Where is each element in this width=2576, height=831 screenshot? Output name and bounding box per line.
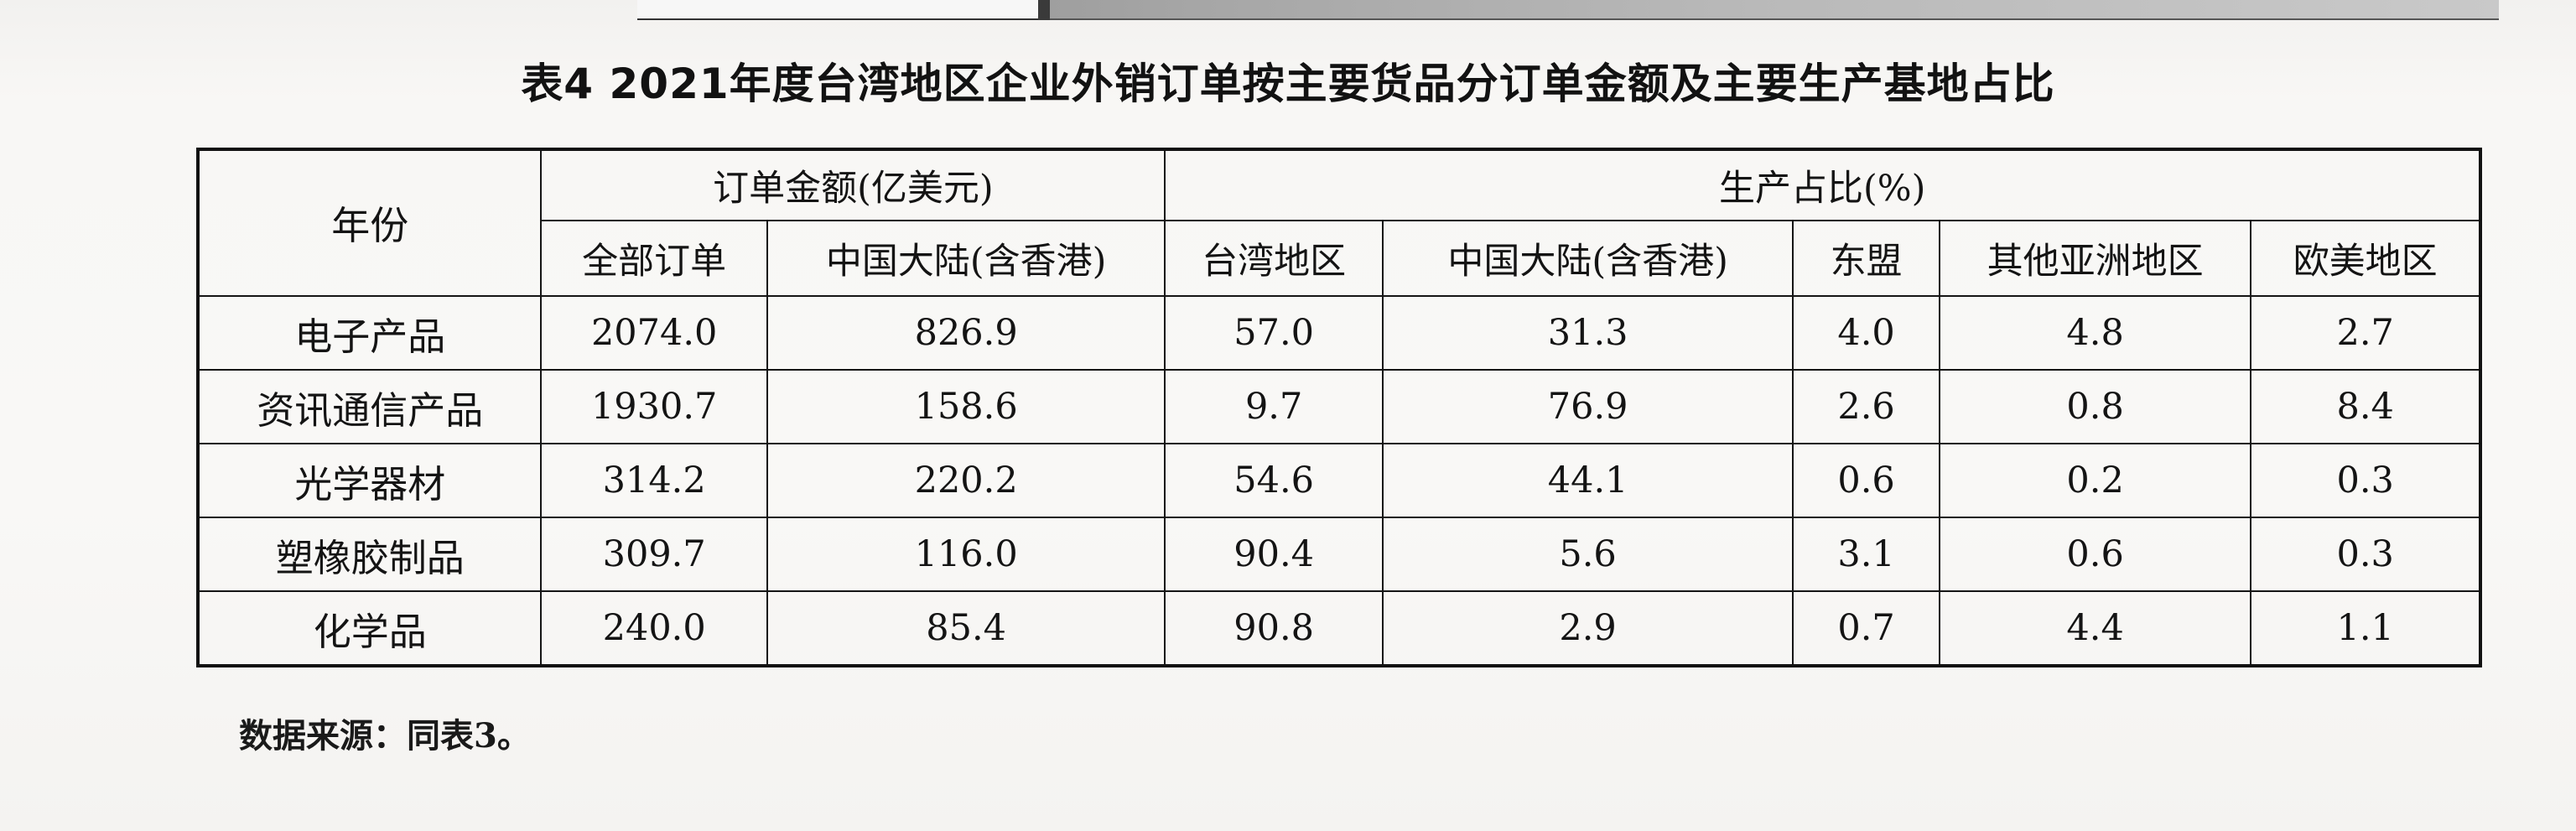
table-cell: 2074.0: [540, 295, 768, 371]
table-cell: 0.7: [1792, 590, 1940, 667]
data-table: 年份 订单金额(亿美元) 生产占比(%) 全部订单 中国大陆(含香港) 台湾地区…: [196, 148, 2482, 667]
top-dark-mark: [1038, 0, 1050, 20]
table-cell: 54.6: [1164, 443, 1384, 518]
table-cell: 1930.7: [540, 369, 768, 444]
table-row: 化学品 240.0 85.4 90.8 2.9 0.7 4.4 1.1: [196, 590, 2481, 667]
column-header: 全部订单: [540, 220, 768, 297]
column-header: 欧美地区: [2250, 220, 2481, 297]
table-cell: 8.4: [2250, 369, 2481, 444]
table-cell: 220.2: [766, 443, 1166, 518]
table-cell: 314.2: [540, 443, 768, 518]
table-cell: 158.6: [766, 369, 1166, 444]
table-cell: 2.9: [1381, 590, 1794, 667]
row-label: 塑橡胶制品: [196, 517, 543, 592]
row-label: 光学器材: [196, 443, 543, 518]
row-label: 资讯通信产品: [196, 369, 543, 444]
table-cell: 0.2: [1938, 443, 2252, 518]
table-caption: 表4 2021年度台湾地区企业外销订单按主要货品分订单金额及主要生产基地占比: [521, 60, 2055, 108]
table-cell: 240.0: [540, 590, 768, 667]
row-label: 化学品: [196, 590, 543, 667]
table-cell: 116.0: [766, 517, 1166, 592]
header-row-2: 全部订单 中国大陆(含香港) 台湾地区 中国大陆(含香港) 东盟 其他亚洲地区 …: [198, 220, 2481, 297]
table-cell: 90.4: [1164, 517, 1384, 592]
table-cell: 826.9: [766, 295, 1166, 371]
row-label: 电子产品: [196, 295, 543, 371]
table-cell: 0.6: [1938, 517, 2252, 592]
column-header: 其他亚洲地区: [1938, 220, 2252, 297]
table-cell: 0.3: [2250, 443, 2481, 518]
table-cell: 0.8: [1938, 369, 2252, 444]
table-row: 光学器材 314.2 220.2 54.6 44.1 0.6 0.2 0.3: [196, 443, 2481, 518]
table-row: 资讯通信产品 1930.7 158.6 9.7 76.9 2.6 0.8 8.4: [196, 369, 2481, 444]
table-cell: 2.6: [1792, 369, 1940, 444]
table-cell: 0.3: [2250, 517, 2481, 592]
header-row-1: 年份 订单金额(亿美元) 生产占比(%): [196, 148, 2481, 297]
table-cell: 1.1: [2250, 590, 2481, 667]
table-cell: 5.6: [1381, 517, 1794, 592]
source-footnote: 数据来源：同表3。: [239, 716, 531, 756]
table-cell: 2.7: [2250, 295, 2481, 371]
column-header: 东盟: [1792, 220, 1940, 297]
table-cell: 57.0: [1164, 295, 1384, 371]
column-header: 台湾地区: [1164, 220, 1384, 297]
production-share-header: 生产占比(%): [1164, 148, 2481, 221]
table-cell: 9.7: [1164, 369, 1384, 444]
column-header: 中国大陆(含香港): [766, 220, 1166, 297]
order-amount-header: 订单金额(亿美元): [540, 148, 1166, 221]
table-cell: 44.1: [1381, 443, 1794, 518]
table-cell: 3.1: [1792, 517, 1940, 592]
top-paper-edge: [637, 0, 1040, 20]
column-header: 中国大陆(含香港): [1381, 220, 1794, 297]
table-cell: 4.8: [1938, 295, 2252, 371]
table-cell: 4.4: [1938, 590, 2252, 667]
table-cell: 4.0: [1792, 295, 1940, 371]
table-cell: 85.4: [766, 590, 1166, 667]
table-cell: 309.7: [540, 517, 768, 592]
table-cell: 31.3: [1381, 295, 1794, 371]
table-cell: 90.8: [1164, 590, 1384, 667]
table-row: 塑橡胶制品 309.7 116.0 90.4 5.6 3.1 0.6 0.3: [196, 517, 2481, 592]
table-cell: 0.6: [1792, 443, 1940, 518]
table-cell: 76.9: [1381, 369, 1794, 444]
table-row: 电子产品 2074.0 826.9 57.0 31.3 4.0 4.8 2.7: [196, 295, 2481, 371]
year-header: 年份: [196, 148, 543, 297]
